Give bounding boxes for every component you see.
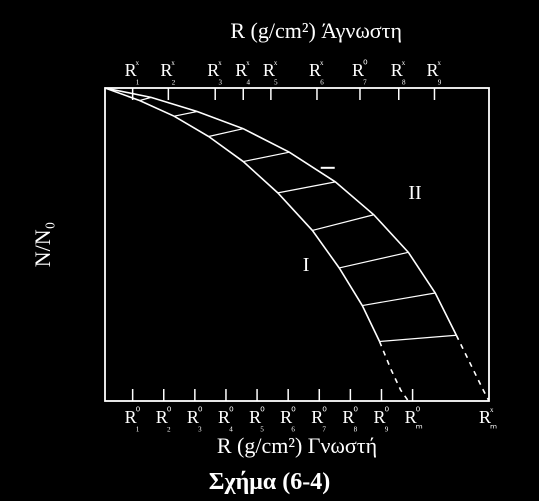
curve-i-label: I	[303, 254, 310, 276]
svg-text:⁰: ⁰	[291, 405, 296, 418]
svg-text:⁰: ⁰	[353, 405, 358, 418]
svg-text:⁰: ⁰	[363, 58, 368, 71]
svg-text:⁰: ⁰	[198, 405, 203, 418]
svg-text:ˣ: ˣ	[218, 58, 222, 71]
svg-text:⁰: ⁰	[416, 405, 421, 418]
svg-text:₆: ₆	[291, 419, 295, 432]
svg-text:⁰: ⁰	[384, 405, 389, 418]
svg-text:₇: ₇	[322, 419, 326, 432]
svg-text:ₘ: ₘ	[416, 419, 423, 432]
figure-caption: Σχήμα (6-4)	[209, 469, 330, 495]
svg-text:₂: ₂	[171, 72, 175, 85]
svg-text:⁰: ⁰	[322, 405, 327, 418]
svg-text:₉: ₉	[384, 419, 388, 432]
top-axis-title: R (g/cm²) Άγνωστη	[230, 18, 402, 43]
svg-text:₁: ₁	[136, 419, 140, 432]
svg-text:⁰: ⁰	[229, 405, 234, 418]
svg-text:ˣ: ˣ	[437, 58, 441, 71]
svg-text:₃: ₃	[218, 72, 222, 85]
svg-text:ˣ: ˣ	[246, 58, 250, 71]
svg-text:₄: ₄	[246, 72, 250, 85]
y-axis-label: N/N₀	[30, 222, 55, 268]
svg-text:⁰: ⁰	[136, 405, 141, 418]
svg-text:₆: ₆	[320, 72, 324, 85]
svg-text:₇: ₇	[363, 72, 367, 85]
svg-text:₅: ₅	[274, 72, 278, 85]
svg-text:₉: ₉	[437, 72, 441, 85]
svg-text:₈: ₈	[353, 419, 357, 432]
svg-text:₂: ₂	[167, 419, 171, 432]
svg-text:⁰: ⁰	[167, 405, 172, 418]
svg-text:₄: ₄	[229, 419, 233, 432]
svg-text:⁰: ⁰	[260, 405, 265, 418]
svg-text:₃: ₃	[198, 419, 202, 432]
bottom-axis-title: R (g/cm²) Γνωστή	[217, 433, 377, 458]
svg-text:ˣ: ˣ	[171, 58, 175, 71]
range-comparison-chart: R (g/cm²) ΆγνωστηR₁ˣR₂ˣR₃ˣR₄ˣR₅ˣR₆ˣR₇⁰R₈…	[0, 0, 539, 501]
svg-text:₈: ₈	[402, 72, 406, 85]
svg-text:₁: ₁	[136, 72, 140, 85]
svg-text:₅: ₅	[260, 419, 264, 432]
svg-text:ₘ: ₘ	[490, 419, 497, 432]
curve-ii-label: II	[408, 182, 421, 204]
